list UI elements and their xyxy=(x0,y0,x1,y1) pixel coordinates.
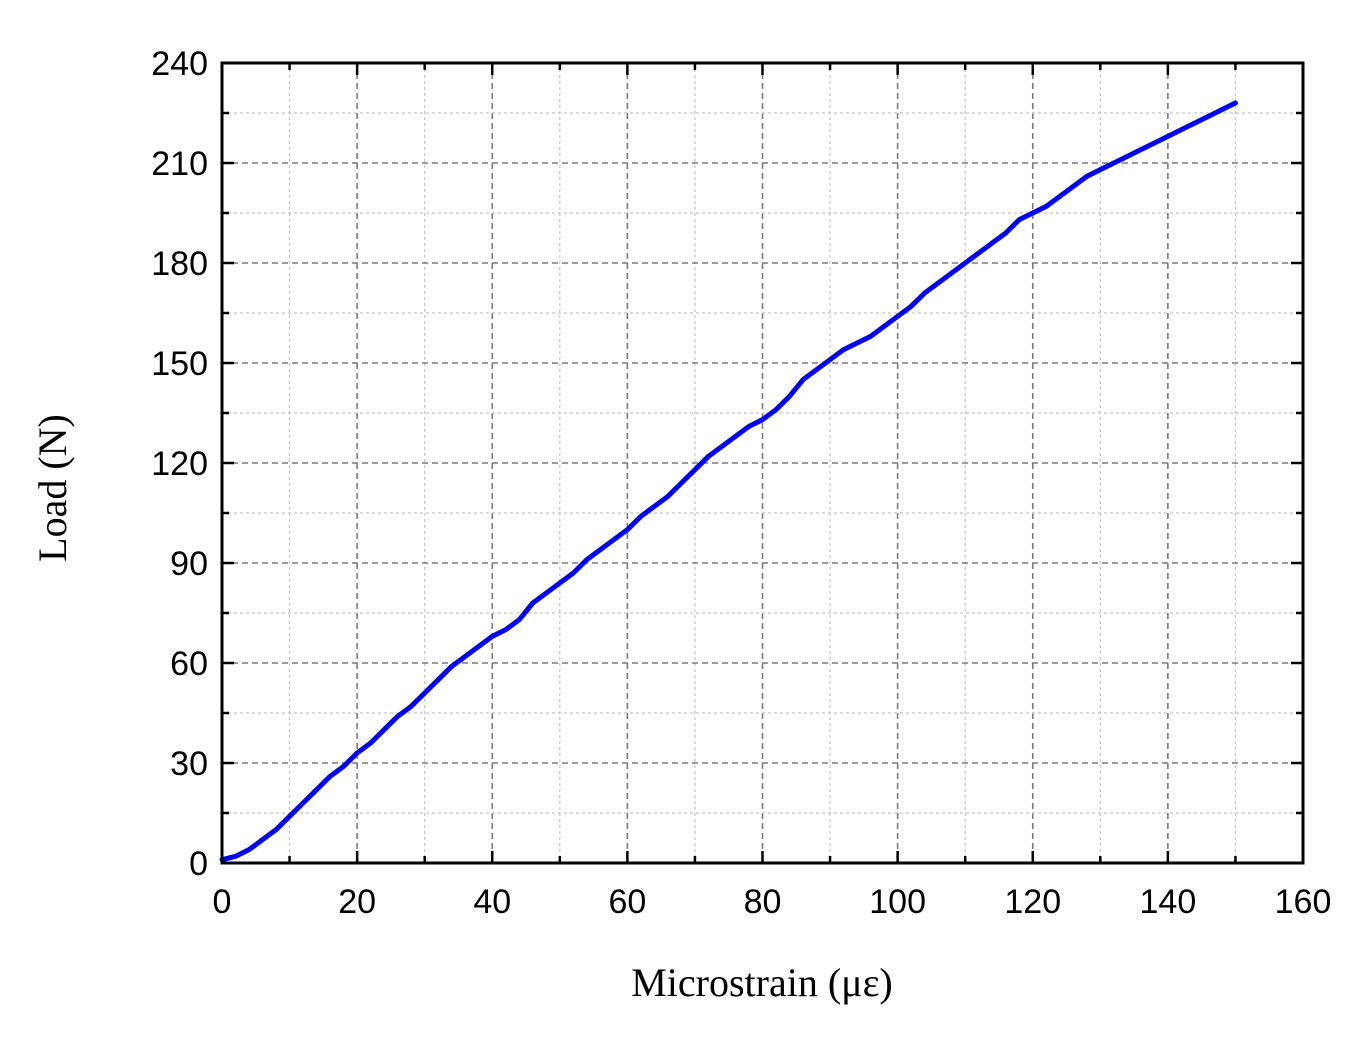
axis-ticks xyxy=(220,61,1305,865)
x-tick-label: 140 xyxy=(1140,883,1197,921)
y-tick-label: 180 xyxy=(151,245,208,283)
y-tick-label: 120 xyxy=(151,445,208,483)
x-tick-label: 80 xyxy=(744,883,782,921)
y-tick-label: 0 xyxy=(189,845,208,883)
y-tick-label: 30 xyxy=(170,745,208,783)
x-axis-title: Microstrain (με) xyxy=(631,960,893,1005)
x-tick-label: 100 xyxy=(869,883,926,921)
y-tick-label: 210 xyxy=(151,145,208,183)
y-axis-title: Load (N) xyxy=(30,414,75,562)
x-tick-label: 40 xyxy=(473,883,511,921)
x-tick-label: 160 xyxy=(1275,883,1332,921)
y-tick-label: 240 xyxy=(151,45,208,83)
series-layer xyxy=(219,100,1238,863)
x-tick-label: 0 xyxy=(213,883,232,921)
grid xyxy=(222,63,1303,863)
y-tick-label: 150 xyxy=(151,345,208,383)
tick-labels: 0 20 40 60 80 100 120 140 160 0 30 60 90 120 150 180 210… xyxy=(151,45,1331,921)
x-tick-label: 60 xyxy=(608,883,646,921)
x-tick-label: 20 xyxy=(338,883,376,921)
series-line xyxy=(219,100,1238,863)
y-tick-label: 90 xyxy=(170,545,208,583)
y-tick-label: 60 xyxy=(170,645,208,683)
x-tick-label: 120 xyxy=(1004,883,1061,921)
